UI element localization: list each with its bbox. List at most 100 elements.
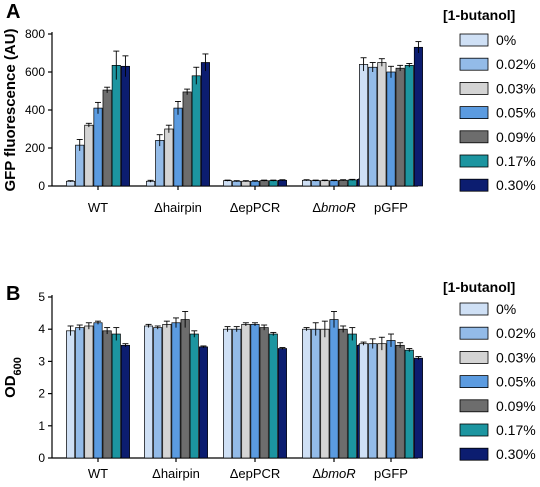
bar: [120, 344, 130, 459]
bar: [338, 179, 348, 187]
bar: [241, 180, 251, 187]
bar: [241, 324, 251, 459]
bar: [413, 357, 423, 459]
bar: [198, 346, 208, 459]
bar: [368, 343, 378, 459]
bar: [302, 179, 312, 187]
bar: [144, 325, 154, 459]
bar: [359, 343, 369, 459]
x-tick-label: ΔepPCR: [230, 200, 281, 215]
y-tick-label: 2: [38, 387, 45, 401]
y-tick-label: 0: [38, 451, 45, 465]
x-tick-label: Δhairpin: [154, 200, 202, 215]
bar: [191, 75, 201, 187]
bar: [223, 328, 233, 459]
legend-swatch: [459, 399, 489, 413]
bar: [93, 107, 103, 187]
x-tick-label: Δhairpin: [152, 466, 200, 481]
x-tick-label-name: pGFP: [374, 200, 408, 215]
bar: [277, 179, 287, 187]
bar: [302, 328, 312, 459]
x-tick-label-prefix: Δ: [230, 200, 239, 215]
bar: [320, 328, 330, 459]
x-tick-label: ΔbmoR: [312, 200, 355, 215]
bar: [155, 140, 165, 187]
y-tick-label: 400: [25, 103, 45, 117]
bar: [359, 64, 369, 187]
bar: [66, 330, 76, 459]
x-tick-label: ΔepPCR: [230, 466, 281, 481]
bar: [259, 180, 269, 187]
y-axis-label: GFP fluorescence (AU): [2, 28, 19, 191]
legend-label: 0.03%: [496, 80, 536, 96]
legend-label: 0.09%: [496, 129, 536, 145]
bar: [377, 62, 387, 187]
x-tick-label-name: bmoR: [321, 466, 356, 481]
legend-label: 0.02%: [496, 325, 536, 341]
legend-swatch: [459, 375, 489, 389]
legend-label: 0%: [496, 32, 516, 48]
bar: [84, 124, 94, 187]
bar: [347, 179, 357, 187]
bar: [311, 328, 321, 459]
bar: [368, 66, 378, 187]
bar: [102, 330, 112, 459]
x-tick-label: pGFP: [374, 466, 408, 481]
legend-label: 0.09%: [496, 398, 536, 414]
bar: [338, 328, 348, 459]
legend-swatch: [459, 447, 489, 461]
legend-swatch: [459, 57, 489, 71]
y-tick-label: 4: [38, 322, 45, 336]
bar: [395, 344, 405, 459]
bar: [386, 71, 396, 187]
x-tick-label: ΔbmoR: [312, 466, 355, 481]
x-tick-label: WT: [88, 466, 108, 481]
bar: [311, 180, 321, 187]
x-tick-label-prefix: Δ: [230, 466, 239, 481]
legend-label: 0.30%: [496, 446, 536, 462]
bar: [395, 67, 405, 187]
legend-swatch: [459, 33, 489, 47]
legend: [1-butanol] 0% 0.02% 0.03% 0.05% 0.09% 0.17% 0.…: [443, 7, 536, 193]
legend-label: 0.30%: [496, 177, 536, 193]
y-tick-label: 0: [38, 179, 45, 193]
x-tick-label-name: epPCR: [238, 200, 280, 215]
bar: [329, 180, 339, 187]
bar: [162, 324, 172, 459]
bar: [189, 333, 199, 459]
x-tick-label-prefix: Δ: [312, 200, 321, 215]
legend-swatch: [459, 350, 489, 364]
x-tick-label-prefix: Δ: [312, 466, 321, 481]
legend-swatch: [459, 326, 489, 340]
legend-swatch: [459, 130, 489, 144]
bar: [250, 180, 260, 187]
x-tick-label: pGFP: [374, 200, 408, 215]
y-tick-label: 600: [25, 65, 45, 79]
legend-swatch: [459, 106, 489, 119]
x-tick-label-name: epPCR: [238, 466, 280, 481]
bar: [232, 328, 242, 459]
bar: [153, 327, 163, 459]
bar: [223, 180, 233, 187]
bar: [277, 348, 287, 459]
y-axis-label-subscript: 600: [12, 357, 24, 375]
x-tick-label-prefix: Δ: [152, 466, 161, 481]
legend-title: [1-butanol]: [443, 279, 515, 295]
bar: [111, 64, 121, 187]
legend-swatch: [459, 423, 489, 437]
y-tick-label: 5: [38, 290, 45, 304]
bar: [404, 64, 414, 187]
legend-swatch: [459, 302, 489, 316]
x-tick-label-name: bmoR: [321, 200, 356, 215]
y-tick-label: 200: [25, 141, 45, 155]
legend-swatch: [459, 178, 489, 192]
bar: [250, 324, 260, 459]
x-tick-label-name: pGFP: [374, 466, 408, 481]
x-tick-label-name: hairpin: [161, 466, 200, 481]
legend-label: 0.02%: [496, 56, 536, 72]
y-tick-label: 800: [25, 27, 45, 41]
bar: [102, 89, 112, 187]
panel-letter: B: [6, 283, 20, 305]
legend: [1-butanol] 0% 0.02% 0.03% 0.05% 0.09% 0.17% 0.…: [443, 279, 536, 462]
bar: [329, 319, 339, 459]
